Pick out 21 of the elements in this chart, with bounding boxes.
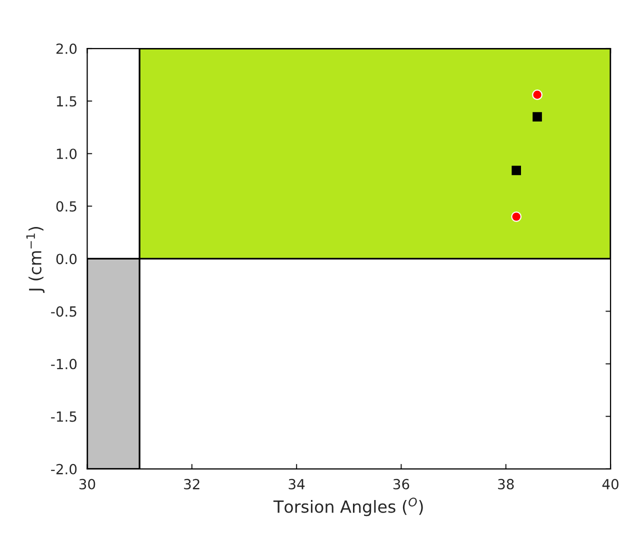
x-axis-title: Torsion Angles ($^{O}$) — [273, 498, 423, 516]
x-tick-label: 40 — [602, 478, 618, 490]
y-tick-label: -0.5 — [51, 306, 76, 317]
x-tick-label: 32 — [184, 478, 200, 490]
y-tick-label: -1.0 — [51, 358, 77, 370]
y-tick-label: 0.0 — [56, 254, 77, 264]
point — [532, 90, 542, 100]
point — [532, 112, 542, 122]
y-tick-label: -1.5 — [51, 412, 76, 422]
y-tick-label: 2.0 — [56, 43, 77, 54]
x-tick-label: 30 — [79, 478, 96, 490]
y-tick-label: 1.5 — [56, 96, 76, 107]
point — [512, 166, 521, 176]
y-axis-title: J (cm$^{−1}$) — [26, 226, 45, 293]
x-tick-label: 38 — [498, 478, 514, 490]
point — [511, 211, 522, 222]
y-tick-label: 0.5 — [56, 201, 76, 212]
y-tick-label: 1.0 — [56, 148, 77, 160]
x-tick-label: 36 — [393, 478, 410, 490]
x-tick-label: 34 — [288, 478, 305, 490]
y-tick-label: -2.0 — [51, 464, 77, 474]
